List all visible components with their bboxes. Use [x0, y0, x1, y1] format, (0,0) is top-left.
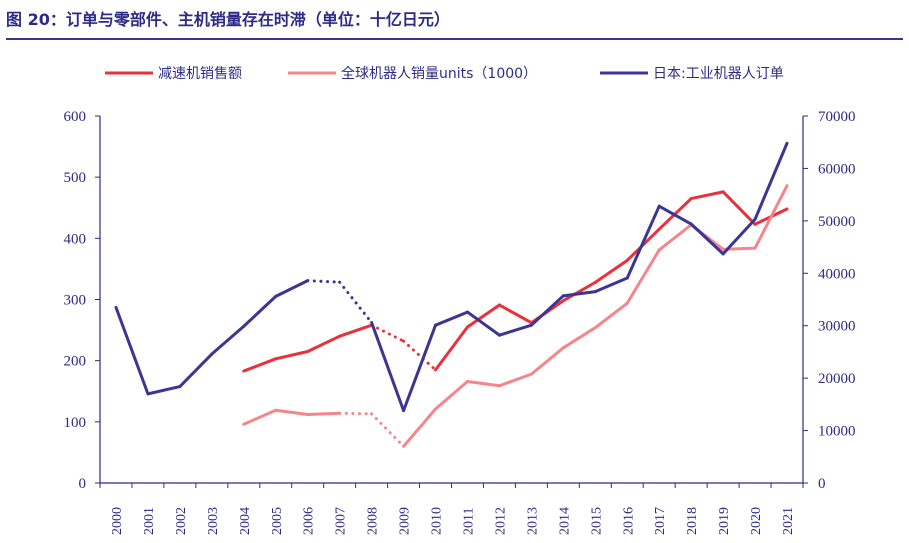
left-tick-label: 600 — [64, 109, 87, 125]
x-tick-label: 2014 — [557, 507, 572, 535]
right-tick-label: 30000 — [818, 319, 856, 335]
series-line-segment — [689, 190, 725, 201]
x-tick-label: 2000 — [110, 507, 125, 535]
series-line-segment — [114, 305, 150, 396]
series-line-segment-dotted — [306, 279, 342, 284]
series-line-segment-dotted — [338, 411, 374, 416]
series-line-segment — [497, 303, 533, 325]
x-tick-label: 2001 — [142, 507, 157, 535]
series-line-segment — [497, 323, 533, 337]
x-tick-label: 2005 — [270, 507, 285, 535]
x-tick-label: 2009 — [398, 507, 413, 535]
x-tick-label: 2016 — [621, 507, 636, 535]
series-line-segment — [465, 303, 501, 329]
series-line-segment — [753, 141, 789, 221]
series-line-segment — [561, 280, 597, 303]
series-2 — [242, 184, 789, 448]
series-line-segment — [210, 324, 246, 356]
series-line-segment — [370, 321, 406, 413]
series-line-segment-dotted — [370, 323, 406, 343]
x-tick-label: 2013 — [525, 507, 540, 535]
series-line-segment — [657, 204, 693, 226]
title-divider — [6, 38, 903, 40]
legend-label: 减速机销售额 — [158, 66, 242, 82]
x-tick-label: 2015 — [589, 507, 604, 535]
x-tick-label: 2012 — [493, 507, 508, 535]
series-line-segment-dotted — [370, 412, 406, 448]
right-tick-label: 60000 — [818, 161, 856, 177]
series-line-segment — [529, 294, 565, 327]
series-line-segment — [625, 248, 661, 305]
series-line-segment — [561, 326, 597, 350]
series-line-segment — [242, 294, 278, 328]
left-tick-label: 0 — [79, 476, 87, 492]
series-line-segment — [274, 279, 310, 298]
x-tick-label: 2019 — [717, 507, 732, 535]
series-1 — [242, 190, 789, 373]
series-line-segment-dotted — [338, 280, 374, 325]
x-tick-label: 2008 — [366, 507, 381, 535]
series-line-segment — [561, 290, 597, 298]
right-tick-label: 0 — [818, 476, 826, 492]
x-tick-label: 2018 — [685, 507, 700, 535]
series-line-segment — [529, 346, 565, 376]
x-tick-label: 2017 — [653, 507, 668, 535]
series-line-segment — [338, 323, 374, 338]
series-line-segment — [306, 411, 342, 416]
series-line-segment — [434, 379, 469, 411]
series-line-segment — [242, 357, 278, 373]
series-line-segment — [146, 385, 182, 396]
series-line-segment — [274, 349, 310, 361]
series-line-segment — [497, 372, 533, 388]
legend: 减速机销售额 全球机器人销量units（1000） 日本:工业机器人订单 — [105, 65, 784, 82]
x-tick-label: 2021 — [781, 507, 796, 535]
right-tick-label: 20000 — [818, 371, 856, 387]
left-tick-label: 200 — [64, 354, 87, 370]
x-tick-label: 2003 — [206, 507, 221, 535]
series-line-segment — [178, 352, 214, 389]
legend-label: 全球机器人销量units（1000） — [341, 65, 537, 82]
x-tick-label: 2006 — [302, 507, 317, 535]
left-tick-label: 100 — [64, 415, 87, 431]
series-line-segment — [465, 310, 501, 337]
series-line-segment — [753, 184, 789, 250]
series-line-segment — [465, 379, 501, 388]
series-line-segment — [593, 258, 629, 284]
series-line-segment — [306, 334, 342, 353]
series-line-segment — [721, 217, 757, 256]
series-line-segment — [689, 222, 725, 256]
series-line-segment — [721, 190, 757, 226]
series-line-segment — [402, 407, 438, 448]
x-tick-label: 2011 — [461, 508, 476, 535]
right-tick-label: 40000 — [818, 266, 856, 282]
right-tick-label: 70000 — [818, 109, 856, 125]
series-line-segment — [657, 223, 693, 252]
x-tick-label: 2002 — [174, 507, 189, 535]
right-tick-label: 50000 — [818, 214, 856, 230]
series-3 — [114, 141, 789, 413]
x-tick-label: 2004 — [238, 507, 253, 535]
series-line-segment — [402, 323, 438, 413]
series-line-segment — [593, 276, 629, 294]
axes: 0 100 200 300 400 500 600 0 10000 20000 30000 40000… — [64, 109, 856, 535]
x-tick-label: 2010 — [430, 507, 445, 535]
x-tick-label: 2020 — [749, 507, 764, 535]
x-tick-label: 2007 — [334, 507, 349, 535]
series-line-segment — [434, 310, 469, 327]
series-line-segment — [625, 204, 661, 280]
series-line-segment — [274, 408, 310, 416]
series-line-segment — [593, 301, 629, 330]
left-tick-label: 400 — [64, 231, 87, 247]
series-line-segment — [242, 408, 278, 426]
legend-label: 日本:工业机器人订单 — [653, 66, 784, 82]
series-lines — [114, 141, 789, 448]
right-tick-label: 10000 — [818, 424, 856, 440]
series-line-segment-dotted — [402, 339, 438, 372]
left-tick-label: 300 — [64, 293, 87, 309]
series-line-segment — [434, 325, 469, 372]
left-tick-label: 500 — [64, 170, 87, 186]
chart-title: 图 20：订单与零部件、主机销量存在时滞（单位：十亿日元） — [6, 10, 450, 29]
